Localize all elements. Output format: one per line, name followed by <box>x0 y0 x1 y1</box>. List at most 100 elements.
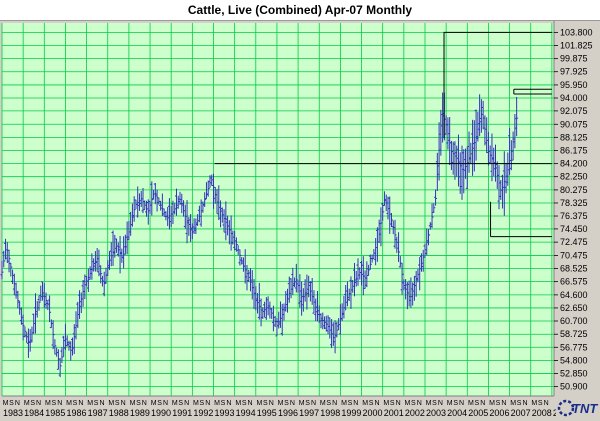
x-month-label: N <box>57 400 62 407</box>
tnt-logo-text: TNT <box>572 401 598 416</box>
x-year-label: 1992 <box>193 408 213 418</box>
y-tick-label: 70.475 <box>560 251 588 261</box>
x-month-label: N <box>121 400 126 407</box>
y-tick-label: 60.700 <box>560 316 588 326</box>
x-month-label: N <box>100 400 105 407</box>
x-year-label: 1994 <box>236 408 256 418</box>
x-month-label: M <box>299 400 305 407</box>
x-year-label: 2005 <box>468 408 488 418</box>
x-month-label: S <box>348 400 353 407</box>
x-year-label: 2006 <box>489 408 509 418</box>
y-tick-label: 99.875 <box>560 54 588 64</box>
x-month-label: M <box>510 400 516 407</box>
x-month-label: N <box>332 400 337 407</box>
y-tick-label: 72.475 <box>560 237 588 247</box>
plot-area[interactable] <box>2 23 554 396</box>
resistance-line <box>443 31 552 139</box>
y-tick-label: 94.000 <box>560 93 588 103</box>
x-month-label: S <box>474 400 479 407</box>
x-year-label: 1986 <box>66 408 86 418</box>
x-month-label: S <box>200 400 205 407</box>
y-tick-label: 95.950 <box>560 80 588 90</box>
x-month-label: M <box>447 400 453 407</box>
x-month-label: S <box>390 400 395 407</box>
x-month-label: M <box>320 400 326 407</box>
x-year-label: 2002 <box>405 408 425 418</box>
y-axis-labels: 103.800 101.825 99.875 97.925 95.950 94.000 92… <box>554 27 593 392</box>
x-year-label: 2007 <box>511 408 531 418</box>
y-tick-label: 97.925 <box>560 67 588 77</box>
x-year-label: 1983 <box>3 408 23 418</box>
x-month-label: N <box>480 400 485 407</box>
y-tick-label: 66.575 <box>560 277 588 287</box>
tnt-logo-icon: TNT <box>556 397 598 419</box>
x-month-label: N <box>78 400 83 407</box>
x-year-label: 2004 <box>447 408 467 418</box>
x-month-label: S <box>73 400 78 407</box>
x-month-label: S <box>432 400 437 407</box>
x-year-label: 1999 <box>341 408 361 418</box>
x-year-label: 1993 <box>214 408 234 418</box>
x-month-label: M <box>45 400 51 407</box>
x-month-label: M <box>278 400 284 407</box>
x-month-label: S <box>115 400 120 407</box>
x-year-label: 2001 <box>384 408 404 418</box>
x-month-label: N <box>522 400 527 407</box>
y-tick-label: 54.800 <box>560 356 588 366</box>
x-month-label: N <box>226 400 231 407</box>
x-month-label: N <box>163 400 168 407</box>
x-year-label: 1997 <box>299 408 319 418</box>
x-month-label: S <box>517 400 522 407</box>
x-month-label: M <box>235 400 241 407</box>
y-tick-label: 78.325 <box>560 198 588 208</box>
x-month-label: N <box>290 400 295 407</box>
y-tick-label: 52.850 <box>560 369 588 379</box>
y-tick-label: 58.725 <box>560 329 588 339</box>
x-month-label: S <box>411 400 416 407</box>
x-month-label: S <box>326 400 331 407</box>
x-month-label: M <box>256 400 262 407</box>
y-tick-label: 80.275 <box>560 185 588 195</box>
x-month-label: M <box>87 400 93 407</box>
x-year-label: 1995 <box>257 408 277 418</box>
x-year-label: 1991 <box>172 408 192 418</box>
x-month-label: S <box>51 400 56 407</box>
x-month-label: S <box>94 400 99 407</box>
x-month-label: S <box>305 400 310 407</box>
x-year-label: 1989 <box>130 408 150 418</box>
x-year-label: 2008 <box>532 408 552 418</box>
y-tick-label: 92.075 <box>560 106 588 116</box>
y-tick-label: 88.125 <box>560 132 588 142</box>
x-month-label: S <box>30 400 35 407</box>
trend-lines <box>214 31 552 238</box>
x-month-label: N <box>142 400 147 407</box>
x-year-label: 1988 <box>109 408 129 418</box>
x-month-label: M <box>3 400 9 407</box>
x-year-label: 1987 <box>88 408 108 418</box>
x-month-label: N <box>205 400 210 407</box>
y-axis-panel <box>554 21 600 398</box>
x-month-label: M <box>362 400 368 407</box>
x-month-label: M <box>108 400 114 407</box>
x-month-label: M <box>405 400 411 407</box>
x-month-label: N <box>311 400 316 407</box>
x-month-label: M <box>489 400 495 407</box>
ohlc-bars <box>0 92 519 378</box>
x-month-label: M <box>24 400 30 407</box>
x-year-label: 2003 <box>426 408 446 418</box>
x-month-label: M <box>214 400 220 407</box>
x-month-label: S <box>178 400 183 407</box>
y-tick-label: 101.825 <box>560 41 593 51</box>
x-month-label: S <box>221 400 226 407</box>
y-tick-label: 68.525 <box>560 264 588 274</box>
y-tick-label: 82.250 <box>560 172 588 182</box>
x-year-label: 1984 <box>24 408 44 418</box>
x-month-label: N <box>501 400 506 407</box>
x-month-label: M <box>66 400 72 407</box>
x-month-label: S <box>496 400 501 407</box>
x-month-label: M <box>426 400 432 407</box>
x-month-label: S <box>369 400 374 407</box>
chart-title: Cattle, Live (Combined) Apr-07 Monthly <box>0 0 600 21</box>
